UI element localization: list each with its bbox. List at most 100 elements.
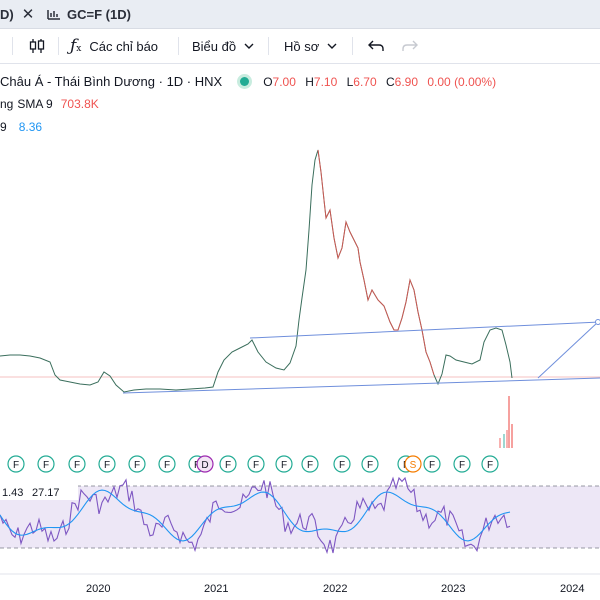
undo-button[interactable] (368, 29, 384, 63)
rsi-ma-line (0, 489, 511, 542)
event-marker-label: D (201, 460, 208, 471)
profile-menu-button[interactable]: Hồ sơ (284, 29, 337, 63)
x-tick-2022: 2022 (323, 583, 347, 595)
high-key: H (305, 74, 314, 89)
divider (12, 37, 13, 55)
event-marker-label: F (281, 460, 287, 471)
chart-menu-button[interactable]: Biểu đồ (192, 29, 254, 63)
divider (268, 37, 269, 55)
close-icon[interactable]: ✕ (21, 6, 35, 23)
event-marker[interactable] (37, 455, 55, 473)
change-value: 0.00 (0.00%) (427, 74, 497, 89)
event-marker-label: F (367, 460, 373, 471)
symbol-title: Châu Á - Thái Bình Dương · 1D · HNX (0, 74, 223, 89)
event-marker[interactable] (404, 455, 422, 473)
tab-gold-futures-label: GC=F (1D) (67, 6, 131, 22)
low-key: L (346, 74, 354, 89)
candlestick-icon (29, 39, 45, 53)
event-marker-label: S (410, 460, 417, 471)
rsi-prefix: 9 (0, 120, 7, 134)
event-marker-label: F (134, 460, 140, 471)
indicators-button[interactable]: ƒx Các chỉ báo (70, 29, 158, 63)
rsi-band (0, 486, 600, 548)
open-value: 7.00 (272, 74, 296, 89)
event-marker-label: F (104, 460, 110, 471)
chevron-down-icon (327, 43, 337, 49)
redo-icon (402, 40, 418, 51)
event-marker[interactable] (98, 455, 116, 473)
projection-trendline (537, 321, 599, 379)
function-icon: ƒx (70, 36, 82, 56)
trendline-handle[interactable] (595, 319, 600, 325)
undo-icon (368, 40, 384, 51)
volume-bars (499, 396, 513, 448)
x-tick-2024: 2024 (560, 583, 584, 595)
event-marker[interactable] (423, 455, 441, 473)
event-marker-label: F (164, 460, 170, 471)
event-marker[interactable] (301, 455, 319, 473)
ohlc-values: O7.00 H7.10 L6.70 C6.90 0.00 (0.00%) (263, 75, 496, 89)
close-key: C (386, 74, 395, 89)
event-markers: FFFFFFFDFFFFFFFSFFF (7, 455, 499, 473)
event-marker-label: F (487, 460, 493, 471)
price-series-down (317, 149, 435, 376)
candle-style-button[interactable] (28, 29, 46, 63)
rsi-values-box (0, 484, 78, 500)
bar-chart-icon (47, 10, 60, 20)
event-marker-label: F (74, 460, 80, 471)
chart-menu-label: Biểu đồ (192, 38, 237, 54)
rsi-value-a: 1.43 (2, 487, 23, 499)
event-marker[interactable] (196, 455, 214, 473)
top-toolbar: ƒx Các chỉ báo Biểu đồ Hồ sơ (0, 29, 600, 64)
event-marker-label: F (13, 460, 19, 471)
indicators-label: Các chỉ báo (89, 38, 159, 54)
volume-legend: ng SMA 9 703.8K (0, 97, 99, 111)
event-marker[interactable] (481, 455, 499, 473)
event-marker[interactable] (453, 455, 471, 473)
event-marker-label: F (253, 460, 259, 471)
event-marker-label: F (225, 460, 231, 471)
event-marker[interactable] (68, 455, 86, 473)
event-marker-label: F (339, 460, 345, 471)
rsi-value: 8.36 (18, 120, 43, 134)
low-value: 6.70 (353, 74, 377, 89)
event-marker-label: F (307, 460, 313, 471)
rsi-line (0, 476, 511, 555)
divider (178, 37, 179, 55)
redo-button[interactable] (402, 29, 418, 63)
symbol-legend: Châu Á - Thái Bình Dương · 1D · HNX O7.0… (0, 74, 496, 89)
event-marker-label: F (429, 460, 435, 471)
tab-current-symbol[interactable]: D) ✕ (0, 0, 34, 28)
tab-gold-futures[interactable]: GC=F (1D) (47, 0, 131, 28)
event-marker[interactable] (7, 455, 25, 473)
market-status-icon (240, 77, 250, 86)
event-marker[interactable] (333, 455, 351, 473)
volume-indicator-name: SMA 9 (17, 97, 53, 111)
x-tick-2023: 2023 (441, 583, 465, 595)
volume-prefix: ng (0, 97, 14, 111)
event-marker-label: F (459, 460, 465, 471)
event-marker[interactable] (158, 455, 176, 473)
tab-current-label: D) (0, 6, 14, 22)
rsi-value-b: 27.17 (32, 487, 60, 499)
event-marker[interactable] (275, 455, 293, 473)
upper-trendline (249, 321, 600, 339)
price-series (0, 149, 513, 393)
close-value: 6.90 (394, 74, 419, 89)
event-marker[interactable] (361, 455, 379, 473)
high-value: 7.10 (313, 74, 338, 89)
x-tick-2020: 2020 (86, 583, 110, 595)
event-marker-label: F (43, 460, 49, 471)
event-marker[interactable] (247, 455, 265, 473)
divider (352, 37, 353, 55)
divider (58, 37, 59, 55)
event-marker[interactable] (219, 455, 237, 473)
profile-menu-label: Hồ sơ (284, 38, 320, 54)
chevron-down-icon (244, 43, 254, 49)
volume-indicator-value: 703.8K (60, 97, 99, 111)
event-marker[interactable] (128, 455, 146, 473)
price-chart[interactable]: FFFFFFFDFFFFFFFSFFF 1.43 27.17 2020 2021… (0, 64, 600, 600)
lower-trendline (122, 377, 600, 394)
x-tick-2021: 2021 (204, 583, 228, 595)
rsi-legend: 9 8.36 (0, 120, 42, 134)
